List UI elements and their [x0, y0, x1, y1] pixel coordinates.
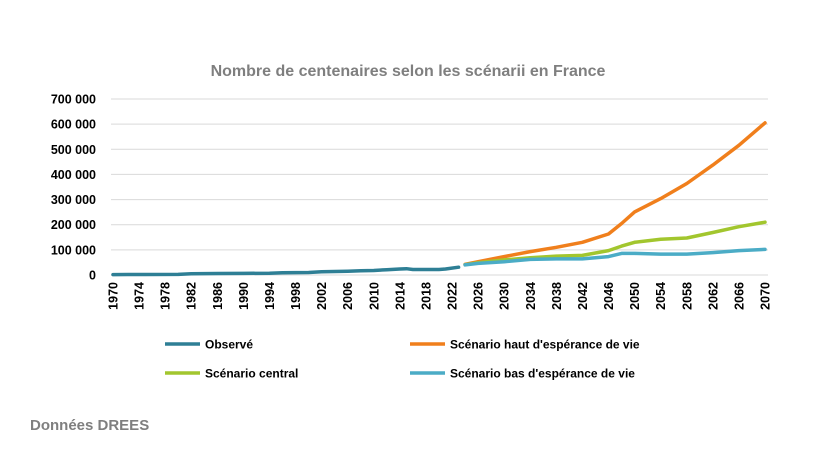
legend: Observé Scénario haut d'espérance de vie S… — [165, 338, 640, 381]
legend-label: Scénario haut d'espérance de vie — [450, 338, 640, 352]
y-tick-label: 0 — [89, 269, 96, 283]
y-tick-label: 700 000 — [51, 93, 96, 107]
x-tick-label: 2026 — [472, 282, 486, 310]
x-tick-label: 2034 — [524, 282, 538, 310]
y-tick-label: 600 000 — [51, 118, 96, 132]
x-tick-label: 2030 — [498, 282, 512, 310]
x-tick-label: 2002 — [315, 282, 329, 310]
series-line-1 — [463, 121, 767, 267]
x-tick-label: 2010 — [367, 282, 381, 310]
gridlines — [111, 98, 768, 276]
x-axis-ticks: 1970 1974 1978 1982 1986 1990 1994 1998 2002 2006… — [107, 282, 773, 310]
x-tick-label: 1990 — [237, 282, 251, 310]
y-axis-ticks: 0 100 000 200 000 300 000 400 000 500 000 600 … — [51, 93, 96, 283]
x-tick-label: 2062 — [706, 282, 720, 310]
x-tick-label: 1970 — [107, 282, 121, 310]
legend-label: Scénario central — [205, 367, 298, 381]
y-tick-label: 100 000 — [51, 243, 96, 257]
source-note: Données DREES — [30, 417, 150, 434]
x-tick-label: 2046 — [602, 282, 616, 310]
y-tick-label: 500 000 — [51, 143, 96, 157]
x-tick-label: 1982 — [185, 282, 199, 310]
series-line-3 — [463, 247, 767, 267]
x-tick-label: 1974 — [133, 282, 147, 310]
series-line-2 — [463, 220, 767, 267]
legend-label: Observé — [205, 338, 253, 352]
x-tick-label: 2058 — [680, 282, 694, 310]
x-tick-label: 1986 — [211, 282, 225, 310]
x-tick-label: 2066 — [732, 282, 746, 310]
series-lines — [111, 121, 767, 277]
x-tick-label: 2038 — [550, 282, 564, 310]
legend-label: Scénario bas d'espérance de vie — [450, 367, 635, 381]
x-tick-label: 1998 — [289, 282, 303, 310]
y-tick-label: 400 000 — [51, 168, 96, 182]
x-tick-label: 2014 — [393, 282, 407, 310]
x-tick-label: 2042 — [576, 282, 590, 310]
x-tick-label: 1978 — [159, 282, 173, 310]
x-tick-label: 2054 — [654, 282, 668, 310]
x-tick-label: 2070 — [759, 282, 773, 310]
y-tick-label: 300 000 — [51, 193, 96, 207]
x-tick-label: 2006 — [341, 282, 355, 310]
series-line-0 — [111, 265, 461, 277]
x-tick-label: 1994 — [263, 282, 277, 310]
chart-title: Nombre de centenaires selon les scénarii… — [211, 63, 606, 80]
y-tick-label: 200 000 — [51, 218, 96, 232]
x-tick-label: 2022 — [446, 282, 460, 310]
x-tick-label: 2018 — [419, 282, 433, 310]
x-tick-label: 2050 — [628, 282, 642, 310]
